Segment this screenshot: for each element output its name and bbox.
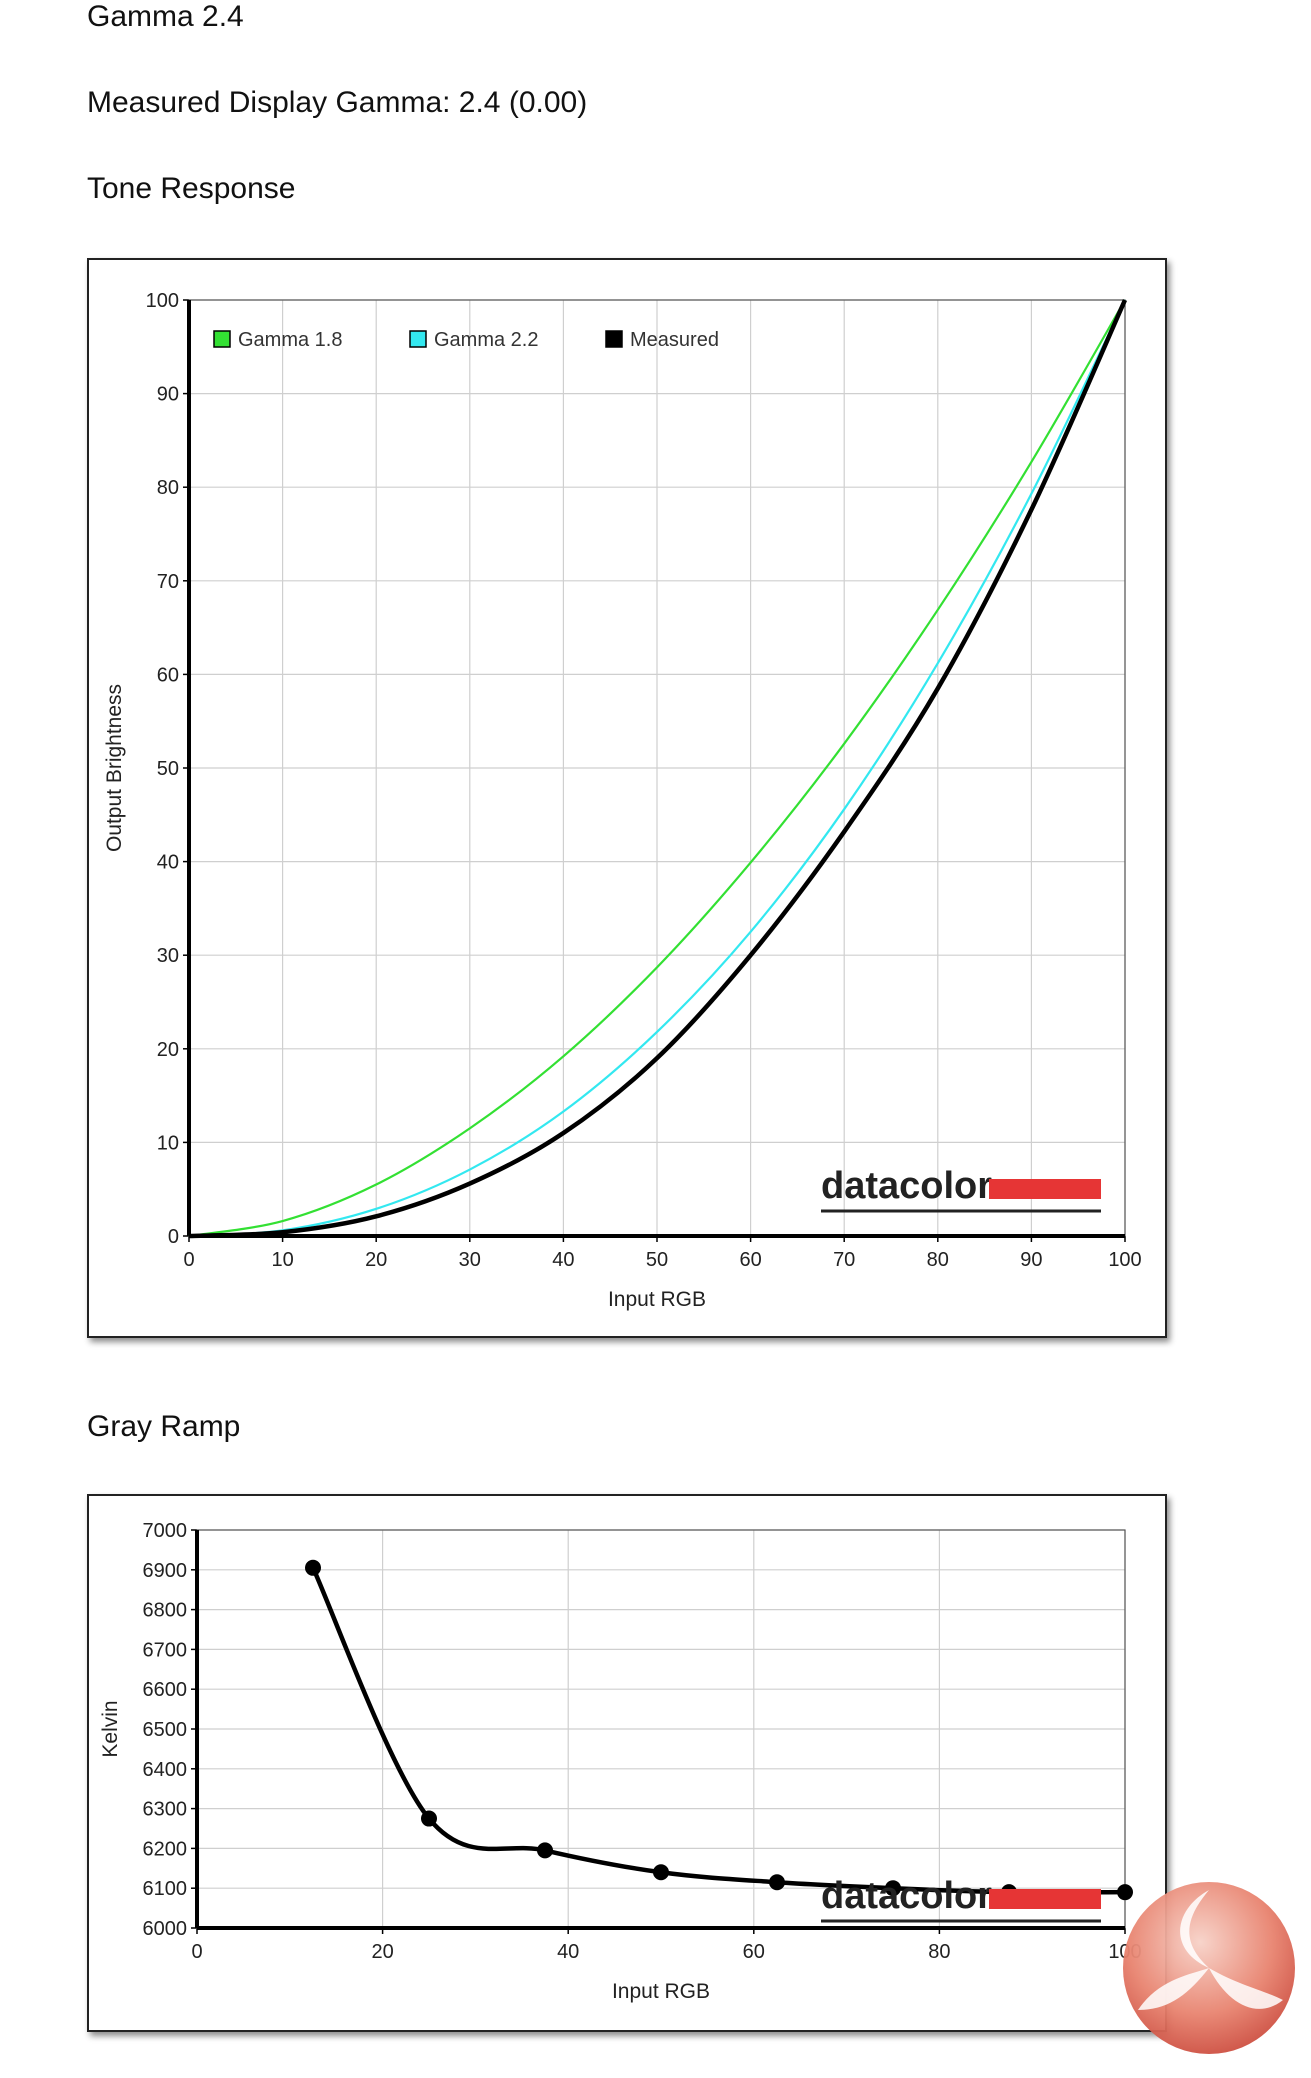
datacolor-watermark-text: datacolor <box>821 1875 992 1917</box>
y-tick-label: 6200 <box>143 1838 188 1860</box>
y-tick-label: 60 <box>157 664 179 686</box>
legend-item-gamma-1-8: Gamma 1.8 <box>213 329 342 351</box>
y-tick-label: 70 <box>157 571 179 593</box>
legend-label: Gamma 1.8 <box>238 329 342 351</box>
series-line-gamma-1-8 <box>188 299 1126 1238</box>
datacolor-watermark-bar <box>989 1889 1101 1909</box>
y-tick-label: 6400 <box>143 1759 188 1781</box>
data-point <box>885 1880 901 1897</box>
datacolor-watermark: datacolor <box>821 1165 1101 1213</box>
x-tick-label: 0 <box>183 1249 194 1271</box>
gray-ramp-svg: 0204060801006000610062006300640065006600… <box>99 1520 1142 2003</box>
legend-swatch <box>213 330 231 348</box>
legend-label: Gamma 2.2 <box>434 329 538 351</box>
y-tick-label: 20 <box>157 1039 179 1061</box>
x-tick-label: 60 <box>743 1941 765 1963</box>
legend-label: Measured <box>630 329 719 351</box>
y-tick-label: 6100 <box>143 1878 188 1900</box>
y-tick-label: 6900 <box>143 1560 188 1582</box>
y-tick-label: 6600 <box>143 1679 188 1701</box>
x-tick-label: 60 <box>739 1249 761 1271</box>
x-tick-label: 40 <box>552 1249 574 1271</box>
x-axis-title: Input RGB <box>612 1980 710 2003</box>
data-point <box>769 1874 785 1891</box>
y-tick-label: 6300 <box>143 1799 188 1821</box>
page-title: Gamma 2.4 <box>87 0 244 33</box>
x-axis-title: Input RGB <box>608 1288 706 1311</box>
legend-swatch <box>409 330 427 348</box>
series-line-measured <box>188 299 1128 1239</box>
x-tick-label: 100 <box>1108 1249 1141 1271</box>
series-line-series-1 <box>310 1566 1126 1895</box>
data-point <box>421 1810 437 1827</box>
y-tick-label: 100 <box>146 290 179 312</box>
y-tick-label: 40 <box>157 852 179 874</box>
data-point <box>1117 1884 1133 1901</box>
datacolor-watermark: datacolor <box>821 1875 1101 1923</box>
data-point <box>305 1559 321 1576</box>
y-tick-label: 6000 <box>143 1918 188 1940</box>
y-tick-label: 7000 <box>143 1520 188 1542</box>
y-axis-title: Output Brightness <box>103 684 126 852</box>
legend-item-gamma-2-2: Gamma 2.2 <box>409 329 538 351</box>
y-tick-label: 50 <box>157 758 179 780</box>
datacolor-watermark-text: datacolor <box>821 1165 992 1207</box>
gray-ramp-chart: 0204060801006000610062006300640065006600… <box>87 1494 1167 2032</box>
y-tick-label: 30 <box>157 945 179 967</box>
datacolor-watermark-bar <box>989 1179 1101 1199</box>
data-point <box>537 1842 553 1859</box>
series-line-gamma-2-2 <box>188 299 1126 1238</box>
tone-response-svg: 0 10 20 30 40 50 60 70 80 90 100 0 10 20 30 40 50 60 70 80 9… <box>103 290 1142 1311</box>
x-tick-label: 30 <box>459 1249 481 1271</box>
x-tick-label: 20 <box>371 1941 393 1963</box>
x-tick-label: 70 <box>833 1249 855 1271</box>
measured-gamma-text: Measured Display Gamma: 2.4 (0.00) <box>87 86 588 119</box>
y-tick-label: 6700 <box>143 1639 188 1661</box>
x-tick-label: 90 <box>1020 1249 1042 1271</box>
x-tick-label: 10 <box>271 1249 293 1271</box>
x-tick-label: 40 <box>557 1941 579 1963</box>
y-tick-label: 6500 <box>143 1719 188 1741</box>
tone-response-heading: Tone Response <box>87 172 296 205</box>
y-tick-label: 0 <box>168 1226 179 1248</box>
legend-swatch <box>605 330 623 348</box>
y-tick-label: 90 <box>157 384 179 406</box>
gray-ramp-heading: Gray Ramp <box>87 1410 241 1443</box>
x-tick-label: 80 <box>927 1249 949 1271</box>
x-tick-label: 0 <box>191 1941 202 1963</box>
y-tick-label: 10 <box>157 1132 179 1154</box>
legend-item-measured: Measured <box>605 329 719 351</box>
x-tick-label: 50 <box>646 1249 668 1271</box>
data-point <box>653 1864 669 1881</box>
site-logo-icon <box>1123 1882 1295 2054</box>
y-tick-label: 6800 <box>143 1600 188 1622</box>
y-axis-title: Kelvin <box>99 1700 122 1757</box>
y-tick-label: 80 <box>157 477 179 499</box>
tone-response-chart: 0 10 20 30 40 50 60 70 80 90 100 0 10 20 30 40 50 60 70 80 9… <box>87 258 1167 1338</box>
x-tick-label: 20 <box>365 1249 387 1271</box>
plot-grid <box>188 299 1126 1237</box>
x-tick-label: 80 <box>928 1941 950 1963</box>
